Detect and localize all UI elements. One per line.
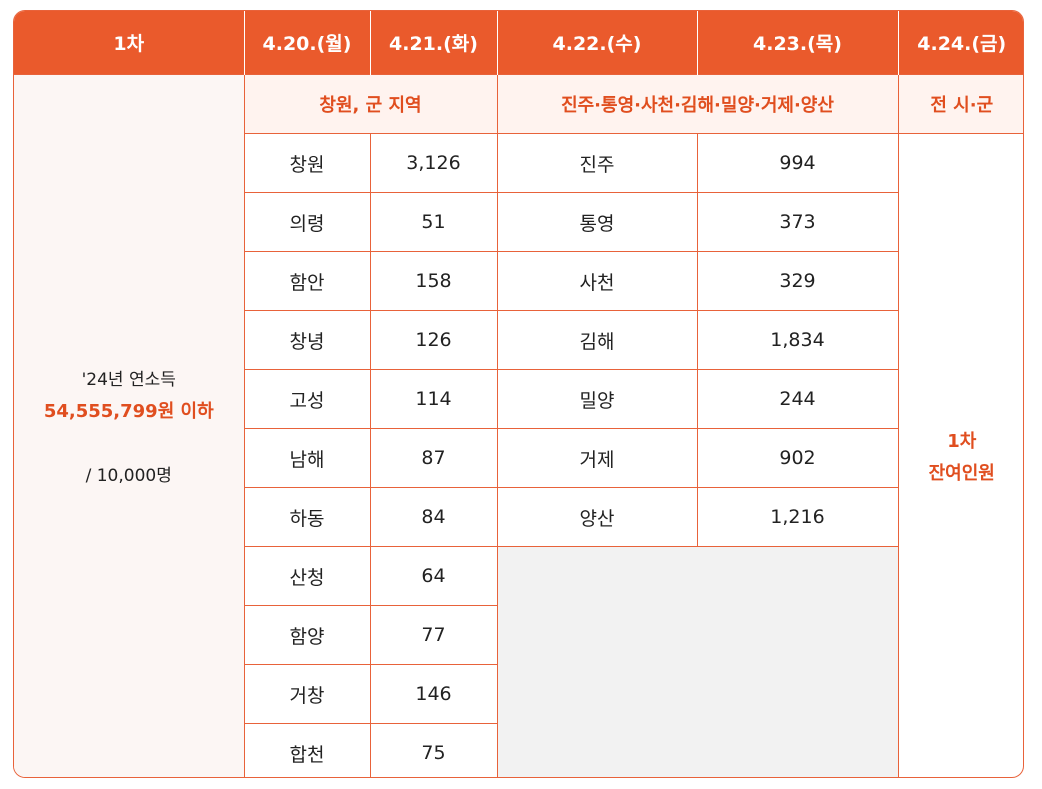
region-count: 1,834 [696, 310, 898, 370]
group2-title: 진주·통영·사천·김해·밀양·거제·양산 [496, 74, 899, 134]
region-name: 사천 [496, 251, 698, 311]
subheader-row: '24년 연소득 54,555,799원 이하 / 10,000명 창원, 군 … [14, 74, 1023, 777]
region-count: 87 [369, 428, 498, 488]
date-header-4: 4.24.(금) [898, 11, 1023, 75]
criteria-income: 54,555,799원 이하 [43, 401, 214, 423]
table-row: 함양 77 [14, 605, 1023, 665]
table-row: 고성 114 밀양 244 [14, 369, 1023, 429]
region-name: 함안 [244, 251, 371, 311]
remaining-cell: 1차 잔여인원 [897, 133, 1023, 777]
region-name: 양산 [496, 487, 698, 547]
region-name: 진주 [496, 133, 698, 193]
group3-title: 전 시·군 [897, 74, 1023, 134]
region-count: 51 [369, 192, 498, 252]
empty-area [496, 546, 898, 777]
schedule-table: 1차 4.20.(월) 4.21.(화) 4.22.(수) 4.23.(목) 4… [14, 11, 1023, 777]
region-count: 994 [696, 133, 899, 193]
region-count: 126 [369, 310, 498, 370]
criteria-quota: / 10,000명 [85, 466, 172, 487]
region-count: 114 [369, 369, 498, 429]
region-name: 의령 [244, 192, 371, 252]
region-count: 77 [369, 605, 497, 665]
region-name: 창원 [244, 133, 371, 193]
remaining-line2: 잔여인원 [928, 462, 995, 484]
region-name: 산청 [244, 546, 371, 606]
region-name: 밀양 [496, 369, 698, 429]
region-count: 3,126 [369, 133, 498, 193]
date-header-2: 4.22.(수) [497, 11, 698, 75]
region-name: 합천 [244, 723, 371, 777]
region-name: 창녕 [244, 310, 371, 370]
region-name: 거제 [496, 428, 698, 488]
region-count: 64 [369, 546, 498, 606]
region-count: 158 [369, 251, 498, 311]
region-count: 75 [369, 723, 497, 777]
table-row: 의령 51 통영 373 [14, 192, 1023, 252]
round-header: 1차 [14, 11, 245, 75]
region-count: 244 [696, 369, 898, 429]
region-name: 함양 [244, 605, 371, 665]
region-count: 1,216 [696, 487, 898, 547]
group1-title: 창원, 군 지역 [243, 74, 498, 134]
region-count: 84 [369, 487, 498, 547]
region-count: 329 [696, 251, 898, 311]
region-count: 373 [696, 192, 898, 252]
region-name: 고성 [244, 369, 371, 429]
date-header-0: 4.20.(월) [244, 11, 371, 75]
table-row: 함안 158 사천 329 [14, 251, 1023, 311]
schedule-table-frame: 1차 4.20.(월) 4.21.(화) 4.22.(수) 4.23.(목) 4… [13, 10, 1024, 778]
criteria-cell: '24년 연소득 54,555,799원 이하 / 10,000명 [14, 74, 245, 777]
table-row: 합천 75 [14, 723, 1023, 777]
region-name: 거창 [244, 664, 371, 724]
region-count: 902 [696, 428, 898, 488]
date-header-3: 4.23.(목) [697, 11, 899, 75]
table-row: 하동 84 양산 1,216 [14, 487, 1023, 547]
table-row: 창녕 126 김해 1,834 [14, 310, 1023, 370]
region-name: 김해 [496, 310, 698, 370]
region-name: 남해 [244, 428, 371, 488]
table-row: 산청 64 [14, 546, 1023, 777]
region-name: 하동 [244, 487, 371, 547]
remaining-line1: 1차 [947, 430, 977, 452]
criteria-line1: '24년 연소득 [81, 370, 176, 391]
date-header-1: 4.21.(화) [370, 11, 498, 75]
table-row: 거창 146 [14, 664, 1023, 724]
region-name: 통영 [496, 192, 698, 252]
region-count: 146 [369, 664, 497, 724]
header-row: 1차 4.20.(월) 4.21.(화) 4.22.(수) 4.23.(목) 4… [14, 11, 1023, 75]
